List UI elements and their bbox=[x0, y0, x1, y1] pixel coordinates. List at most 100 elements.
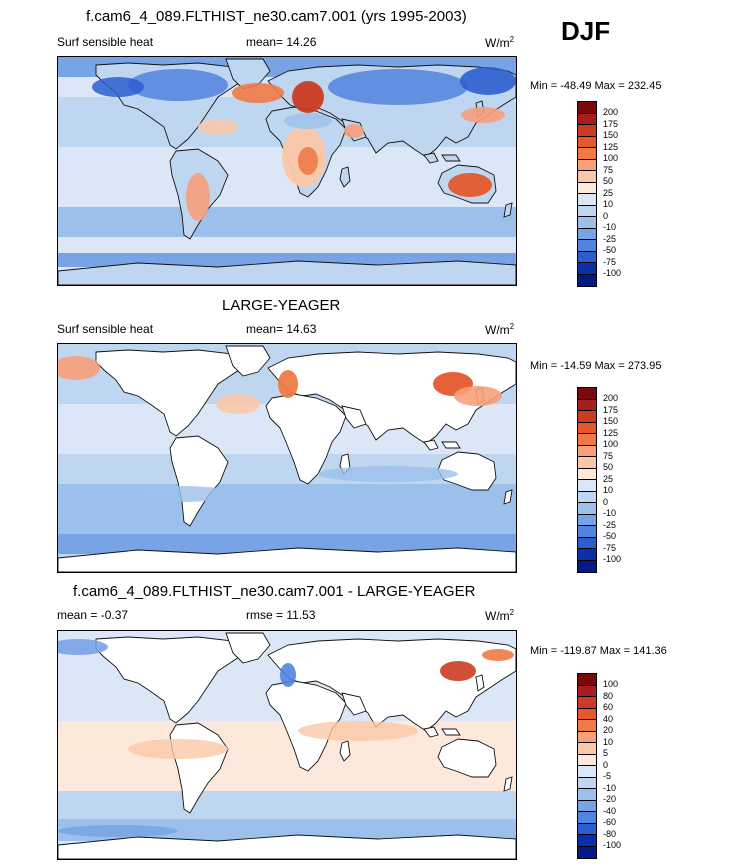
contour-blob bbox=[128, 739, 228, 759]
colorbar-tick-label: 100 bbox=[603, 153, 619, 163]
contour-blob bbox=[461, 107, 505, 123]
colorbar-box bbox=[578, 743, 596, 755]
panel2-colorbar bbox=[577, 387, 597, 573]
panel3-map-svg bbox=[58, 631, 516, 859]
colorbar-tick-label: -5 bbox=[603, 771, 612, 781]
colorbar-tick-label: -40 bbox=[603, 805, 617, 816]
panel1-map-svg bbox=[58, 57, 516, 285]
colorbar-tick-label: 40 bbox=[603, 713, 614, 724]
colorbar-box bbox=[578, 708, 596, 720]
map-region bbox=[265, 680, 347, 772]
panel2-title: LARGE-YEAGER bbox=[222, 297, 341, 314]
map-region bbox=[423, 726, 439, 738]
colorbar-tick-label: 5 bbox=[603, 748, 609, 758]
colorbar-box bbox=[578, 240, 596, 252]
panel3-rmse: rmse = 11.53 bbox=[246, 608, 316, 622]
contour-blob bbox=[448, 173, 492, 197]
contour-blob bbox=[278, 370, 298, 398]
contour-blob bbox=[328, 69, 468, 105]
colorbar-box bbox=[578, 697, 596, 709]
contour-band bbox=[58, 819, 516, 841]
contour-blob bbox=[284, 113, 332, 129]
colorbar-tick-label: -10 bbox=[603, 782, 617, 793]
colorbar-tick-label: -10 bbox=[603, 222, 617, 232]
contour-blob bbox=[318, 466, 458, 482]
colorbar-tick-label: 175 bbox=[603, 118, 619, 129]
colorbar-tick-label: 10 bbox=[603, 736, 614, 747]
panel1-minmax: Min = -48.49 Max = 232.45 bbox=[530, 80, 662, 92]
colorbar-tick-label: 10 bbox=[603, 199, 614, 209]
colorbar-tick-label: 50 bbox=[603, 176, 614, 186]
map-region bbox=[225, 345, 271, 377]
panel2-mean: mean= 14.63 bbox=[246, 322, 317, 336]
colorbar-tick-label: -50 bbox=[603, 531, 617, 541]
panel1-variable: Surf sensible heat bbox=[57, 35, 154, 49]
colorbar-tick-label: 0 bbox=[603, 496, 609, 507]
colorbar-tick-label: -25 bbox=[603, 519, 617, 530]
contour-blob bbox=[58, 825, 178, 837]
colorbar-tick-label: 150 bbox=[603, 416, 619, 426]
contour-blob bbox=[482, 649, 514, 661]
panel3-colorbar-labels: 100 80 60 40 20 10 5 0 -5 -10 -20 -40 -60 -80 -100 bbox=[603, 679, 621, 852]
colorbar-box bbox=[578, 491, 596, 503]
colorbar-box bbox=[578, 560, 596, 572]
colorbar-box bbox=[578, 113, 596, 125]
season-label: DJF bbox=[561, 16, 611, 46]
colorbar-box bbox=[578, 182, 596, 194]
panel1-mean: mean= 14.26 bbox=[246, 35, 317, 49]
colorbar-box bbox=[578, 457, 596, 469]
contour-blob bbox=[454, 386, 502, 406]
colorbar-tick-label: -25 bbox=[603, 233, 617, 244]
panel1-colorbar-labels: 200 175 150 125 100 75 50 25 10 0 -10 -25 -50 -75 -100 bbox=[603, 107, 621, 280]
colorbar-box bbox=[578, 171, 596, 183]
map-region bbox=[339, 166, 351, 188]
contour-blob bbox=[344, 124, 364, 138]
panel1-units: W/m2 bbox=[485, 35, 515, 50]
colorbar-box bbox=[578, 159, 596, 171]
panel1-map bbox=[57, 56, 517, 286]
colorbar-box bbox=[578, 388, 596, 400]
map-region bbox=[225, 632, 271, 664]
panel3-colorbar bbox=[577, 673, 597, 859]
map-region bbox=[503, 202, 513, 218]
map-region bbox=[475, 674, 485, 692]
contour-blob bbox=[198, 119, 238, 135]
colorbar-tick-label: -80 bbox=[603, 828, 617, 839]
colorbar-box bbox=[578, 205, 596, 217]
colorbar-tick-label: 200 bbox=[603, 107, 619, 117]
contour-blob bbox=[186, 173, 210, 221]
colorbar-box bbox=[578, 800, 596, 812]
map-region bbox=[169, 435, 229, 527]
panel2-map bbox=[57, 343, 517, 573]
colorbar-box bbox=[578, 263, 596, 275]
contour-blob bbox=[216, 394, 260, 414]
map-region bbox=[339, 740, 351, 762]
colorbar-box bbox=[578, 731, 596, 743]
colorbar-tick-label: 80 bbox=[603, 690, 614, 701]
colorbar-tick-label: -10 bbox=[603, 508, 617, 518]
panel3-units: W/m2 bbox=[485, 608, 515, 623]
contour-band bbox=[58, 207, 516, 237]
contour-band bbox=[58, 791, 516, 821]
colorbar-box bbox=[578, 823, 596, 835]
map-region bbox=[95, 349, 249, 437]
colorbar-tick-label: -100 bbox=[603, 554, 622, 564]
colorbar-tick-label: 25 bbox=[603, 187, 614, 198]
colorbar-tick-label: 0 bbox=[603, 210, 609, 221]
colorbar-box bbox=[578, 789, 596, 801]
colorbar-box bbox=[578, 228, 596, 240]
colorbar-box bbox=[578, 422, 596, 434]
panel2-colorbar-labels: 200 175 150 125 100 75 50 25 10 0 -10 -25 -50 -75 -100 bbox=[603, 393, 621, 566]
colorbar-tick-label: -20 bbox=[603, 794, 617, 804]
map-region bbox=[58, 547, 516, 572]
colorbar-box bbox=[578, 434, 596, 446]
colorbar-box bbox=[578, 274, 596, 286]
colorbar-box bbox=[578, 148, 596, 160]
map-region bbox=[437, 738, 497, 778]
map-region bbox=[58, 834, 516, 859]
colorbar-tick-label: 25 bbox=[603, 473, 614, 484]
colorbar-box bbox=[578, 846, 596, 858]
contour-blob bbox=[460, 67, 516, 95]
map-region bbox=[341, 405, 367, 429]
colorbar-tick-label: -100 bbox=[603, 268, 622, 278]
